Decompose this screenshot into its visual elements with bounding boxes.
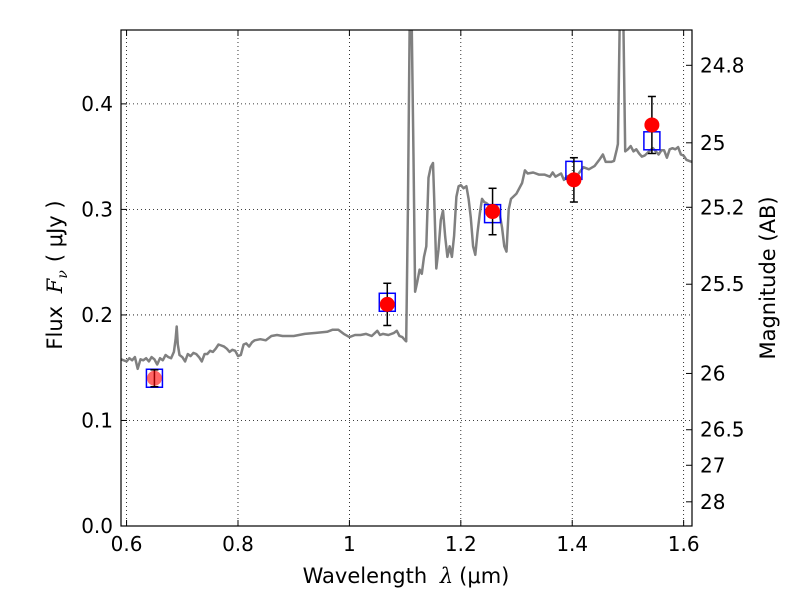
- y-axis-title: Flux Fν( μJy ): [43, 200, 71, 349]
- y-tick-label: 0.1: [81, 408, 113, 432]
- y2-tick-label: 28: [700, 490, 725, 514]
- y-tick-label: 0.0: [81, 514, 113, 538]
- plot-frame: [120, 29, 693, 527]
- y2-tick-label: 25.5: [700, 272, 745, 296]
- y-tick-label: 0.3: [81, 197, 113, 221]
- x-tick-label: 1: [343, 532, 356, 556]
- grid-lines: [121, 30, 692, 527]
- x-tick-label: 0.6: [111, 532, 143, 556]
- observed-point: [566, 172, 582, 188]
- y-tick-label: 0.4: [81, 92, 113, 116]
- y2-axis-title: Magnitude (AB): [756, 196, 780, 359]
- y2-tick-label: 26.5: [700, 418, 745, 442]
- y2-tick-label: 25: [700, 131, 725, 155]
- y-tick-label: 0.2: [81, 303, 113, 327]
- observed-point: [644, 117, 660, 133]
- y2-tick-label: 25.2: [700, 195, 745, 219]
- axis-ticks: 0.6 0.8 1 1.2 1.4 1.6 0.0 0.1 0.2 0.3 0.4 24.8 25 25.…: [81, 30, 745, 556]
- x-axis-title: Wavelength λ (μm): [303, 564, 510, 588]
- x-tick-label: 1.6: [668, 532, 700, 556]
- x-tick-label: 1.2: [445, 532, 477, 556]
- x-tick-label: 1.4: [556, 532, 588, 556]
- observed-point: [485, 204, 501, 220]
- x-tick-label: 0.8: [222, 532, 254, 556]
- y2-tick-label: 27: [700, 453, 725, 477]
- spectrum-line: [121, 30, 692, 371]
- y2-tick-label: 24.8: [700, 53, 745, 77]
- observed-point: [146, 370, 162, 386]
- y2-tick-label: 26: [700, 361, 725, 385]
- observed-point: [379, 296, 395, 312]
- data-series: [121, 30, 692, 389]
